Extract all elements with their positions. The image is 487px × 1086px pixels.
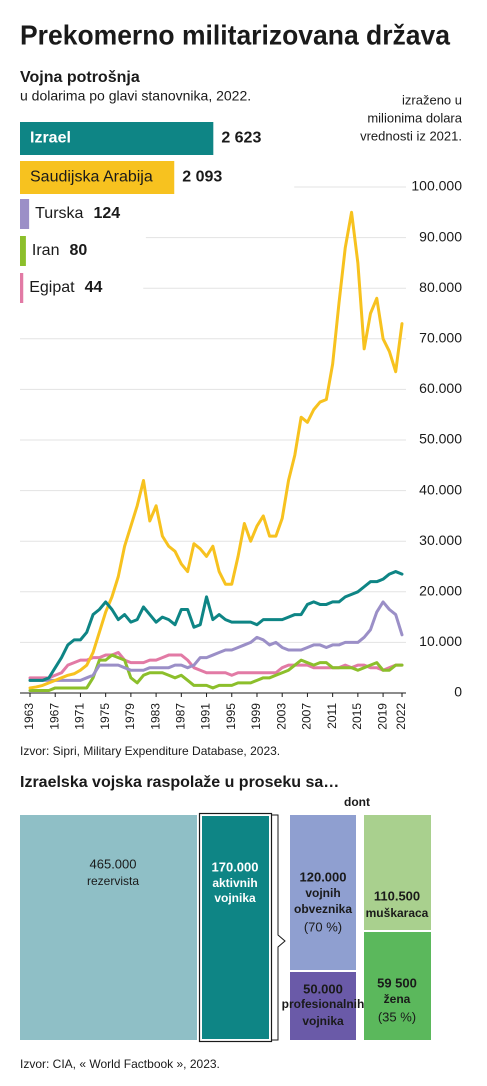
x-tick-label: 2015 <box>350 703 364 730</box>
series-line <box>28 210 404 690</box>
x-tick-label: 2007 <box>300 703 314 730</box>
x-tick-label: 1967 <box>47 703 61 730</box>
legend-label: Iran <box>32 242 60 259</box>
x-tick-label: 2011 <box>325 703 339 729</box>
x-tick-label: 1971 <box>73 703 87 730</box>
unit-note: izraženo u <box>402 92 462 107</box>
legend-label: Egipat <box>29 279 75 296</box>
army-diagram: Izraelska vojska raspolaže u proseku sa…… <box>20 774 431 1071</box>
conscripts-label: vojnih <box>305 886 340 900</box>
women-value: 59 500 <box>377 975 417 990</box>
dont-label: dont <box>344 795 370 809</box>
x-tick-label: 1999 <box>249 703 263 730</box>
per-capita-bar <box>20 236 26 266</box>
y-tick-label: 70.000 <box>419 330 462 346</box>
professionals-value: 50.000 <box>303 981 343 996</box>
y-tick-label: 40.000 <box>419 481 462 497</box>
section-title: Izraelska vojska raspolaže u proseku sa… <box>20 774 339 791</box>
x-tick-label: 1991 <box>199 703 213 730</box>
active-label: aktivnih <box>212 876 257 890</box>
legend-background <box>20 199 150 229</box>
subtitle-detail: u dolarima po glavi stanovnika, 2022. <box>20 88 251 104</box>
y-tick-label: 60.000 <box>419 380 462 396</box>
per-capita-bar <box>20 273 24 303</box>
men-value: 110.500 <box>374 888 420 903</box>
y-tick-label: 10.000 <box>419 633 462 649</box>
reservists-block <box>20 815 197 1040</box>
unit-note: milionima dolara <box>367 110 462 125</box>
per-capita-value: 124 <box>93 205 120 222</box>
professionals-block <box>290 972 356 1040</box>
x-tick-label: 2019 <box>375 703 389 730</box>
per-capita-bar <box>20 199 30 229</box>
series-line <box>28 600 404 682</box>
legend-background <box>20 273 144 303</box>
per-capita-value: 2 093 <box>182 169 222 186</box>
x-tick-label: 2022 <box>394 703 408 730</box>
per-capita-bar <box>20 122 214 155</box>
title: Prekomerno militarizovana država <box>20 19 450 50</box>
legend-label: Saudijska Arabija <box>30 169 153 186</box>
legend: Izrael 2 623 Saudijska Arabija 2 093 Turska 1… <box>20 122 334 303</box>
x-tick-label: 2003 <box>274 703 288 730</box>
conscripts-block <box>290 815 356 970</box>
legend-label: Izrael <box>30 130 71 147</box>
subtitle: Vojna potrošnja <box>20 69 140 86</box>
legend-label: Turska <box>35 205 83 222</box>
conscripts-label: obveznika <box>294 902 352 916</box>
split-arrow <box>272 814 286 1041</box>
y-tick-label: 20.000 <box>419 583 462 599</box>
source: Izvor: CIA, « World Factbook », 2023. <box>20 1057 220 1071</box>
series-line <box>28 653 404 692</box>
unit-note: vrednosti iz 2021. <box>360 128 462 143</box>
y-tick-label: 100.000 <box>411 178 462 194</box>
conscripts-value: 120.000 <box>300 869 347 884</box>
professionals-label: profesionalnih <box>282 997 365 1011</box>
x-tick-label: 1975 <box>98 703 112 730</box>
women-share: (35 %) <box>378 1009 416 1024</box>
women-block <box>364 932 431 1040</box>
women-label: žena <box>384 992 411 1006</box>
y-tick-label: 30.000 <box>419 532 462 548</box>
conscripts-share: (70 %) <box>304 919 342 934</box>
x-tick-label: 1987 <box>173 703 187 730</box>
legend-background <box>20 236 146 266</box>
x-tick-label: 1983 <box>148 703 162 730</box>
per-capita-value: 2 623 <box>221 130 261 147</box>
per-capita-bar <box>20 161 175 194</box>
active-value: 170.000 <box>212 859 259 874</box>
reservists-label: rezervista <box>87 874 139 888</box>
y-tick-label: 90.000 <box>419 228 462 244</box>
per-capita-value: 44 <box>85 279 103 296</box>
series-line <box>28 570 404 682</box>
y-tick-label: 80.000 <box>419 279 462 295</box>
x-tick-label: 1979 <box>123 703 137 730</box>
y-tick-label: 0 <box>454 684 462 700</box>
reservists-value: 465.000 <box>90 856 137 871</box>
professionals-label: vojnika <box>302 1014 344 1028</box>
men-block <box>364 815 431 930</box>
active-label: vojnika <box>214 891 256 905</box>
x-tick-label: 1995 <box>224 703 238 730</box>
y-tick-label: 50.000 <box>419 431 462 447</box>
x-tick-label: 1963 <box>22 703 36 730</box>
source: Izvor: Sipri, Military Expenditure Datab… <box>20 744 280 758</box>
men-label: muškaraca <box>366 906 429 920</box>
per-capita-value: 80 <box>69 242 87 259</box>
active-outline <box>198 812 273 1043</box>
active-block <box>202 816 269 1039</box>
